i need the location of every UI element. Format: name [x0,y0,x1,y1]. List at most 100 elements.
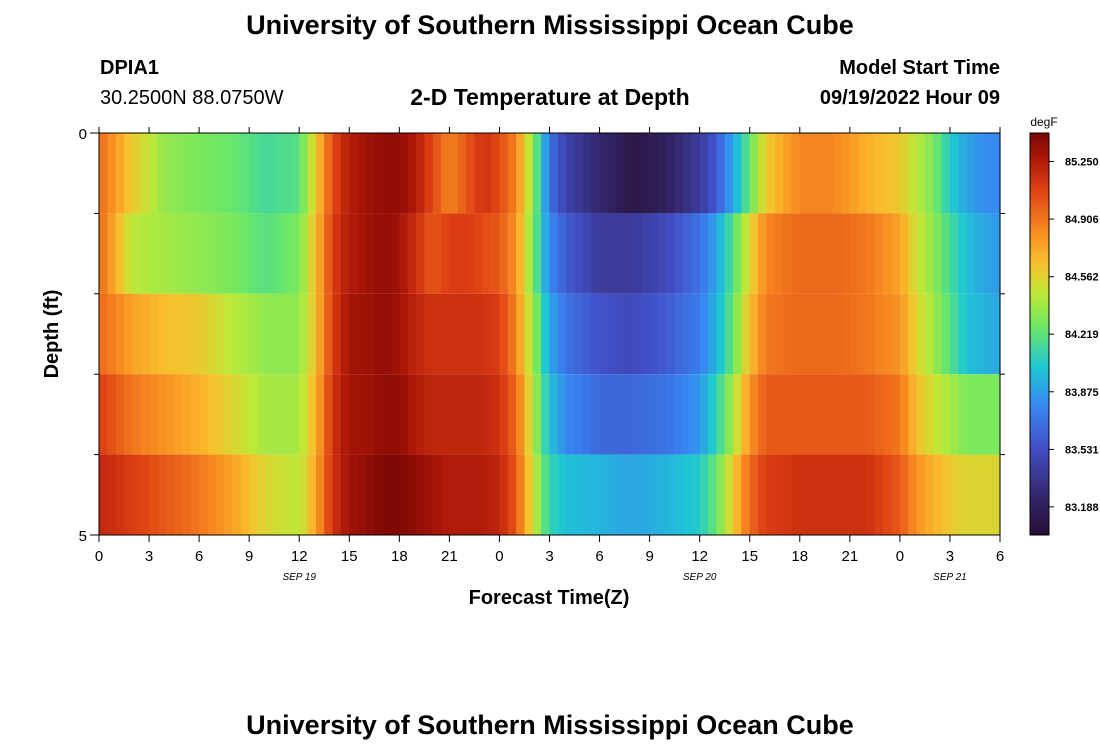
heatmap-cell [699,293,709,375]
heatmap-cell [357,374,367,455]
heatmap-cell [883,213,893,294]
heatmap-cell [349,454,359,535]
heatmap-cell [124,454,133,535]
heatmap-cell [491,454,501,535]
heatmap-cell [349,374,359,455]
heatmap-cell [174,374,184,455]
heatmap-cell [466,213,476,294]
heatmap-cell [157,374,167,455]
heatmap-cell [282,293,292,375]
heatmap-cell [899,454,909,535]
heatmap-cell [641,133,651,214]
heatmap-cell [441,293,450,375]
heatmap-cell [215,374,225,455]
heatmap-cell [808,293,818,375]
heatmap-cell [315,293,325,375]
heatmap-cell [491,213,501,294]
heatmap-cell [416,133,425,214]
heatmap-cell [99,133,108,214]
heatmap-cell [532,213,542,294]
heatmap-cell [841,293,851,375]
heatmap-cell [524,454,534,535]
heatmap-cell [207,133,217,214]
heatmap-cell [399,454,409,535]
heatmap-cell [457,454,467,535]
heatmap-cell [649,454,659,535]
heatmap-cell [474,213,484,294]
heatmap-cell [382,454,392,535]
heatmap-cell [632,133,642,214]
heatmap-cell [933,293,943,375]
heatmap-cell [666,293,676,375]
heatmap-cell [149,213,158,294]
heatmap-cell [574,454,584,535]
heatmap-cell [733,133,742,214]
heatmap-cell [491,293,501,375]
heatmap-cell [549,293,559,375]
heatmap-cell [357,293,367,375]
heatmap-cell [332,454,342,535]
heatmap-cell [182,133,192,214]
heatmap-cell [265,293,275,375]
heatmap-cell [232,454,242,535]
heatmap-cell [315,213,325,294]
heatmap-cell [257,374,267,455]
heatmap-cell [724,133,734,214]
heatmap-cell [657,213,667,294]
heatmap-cell [365,374,375,455]
page-title: University of Southern Mississippi Ocean… [246,10,854,40]
model-start-time: 09/19/2022 Hour 09 [819,87,1000,109]
heatmap-cell [591,133,601,214]
heatmap-cell [641,293,651,375]
heatmap-cell [474,454,484,535]
heatmap-cell [207,293,217,375]
heatmap-cell [249,213,259,294]
heatmap-cell [632,213,642,294]
heatmap-cell [983,213,993,294]
heatmap-cell [382,133,392,214]
heatmap-cell [966,374,976,455]
heatmap-cell [332,133,342,214]
x-tick-label: 3 [145,548,153,565]
heatmap-cell [232,133,242,214]
colorbar-unit-label: degF [1030,115,1057,129]
heatmap-cell [974,374,984,455]
heatmap-cell [874,213,884,294]
heatmap-cell [791,454,801,535]
heatmap-cell [374,133,384,214]
heatmap-cell [991,374,1001,455]
heatmap-cell [107,454,117,535]
heatmap-cell [274,133,284,214]
heatmap-cell [899,133,909,214]
heatmap-cell [457,374,467,455]
heatmap-cell [808,213,818,294]
heatmap-cell [516,454,526,535]
heatmap-cell [724,454,734,535]
heatmap-cell [624,213,634,294]
station-id: DPIA1 [100,57,159,79]
heatmap-cell [332,293,342,375]
heatmap-cell [924,374,934,455]
heatmap-cell [199,133,209,214]
heatmap-cell [240,374,250,455]
heatmap-cell [124,374,133,455]
heatmap-cell [891,133,901,214]
heatmap-cell [808,454,818,535]
heatmap-cell [758,133,767,214]
heatmap-cell [983,374,993,455]
x-tick-label: 6 [195,548,203,565]
heatmap-cell [157,454,167,535]
heatmap-cell [207,374,217,455]
heatmap-cell [657,133,667,214]
heatmap-cell [466,293,476,375]
heatmap-cell [858,374,868,455]
heatmap-cell [591,293,601,375]
heatmap-cell [741,133,751,214]
heatmap-cell [632,454,642,535]
heatmap-cell [983,293,993,375]
heatmap-cell [607,213,617,294]
heatmap-cell [474,133,484,214]
heatmap-cell [724,213,734,294]
date-label: SEP 19 [282,572,316,583]
heatmap-cell [991,213,1001,294]
